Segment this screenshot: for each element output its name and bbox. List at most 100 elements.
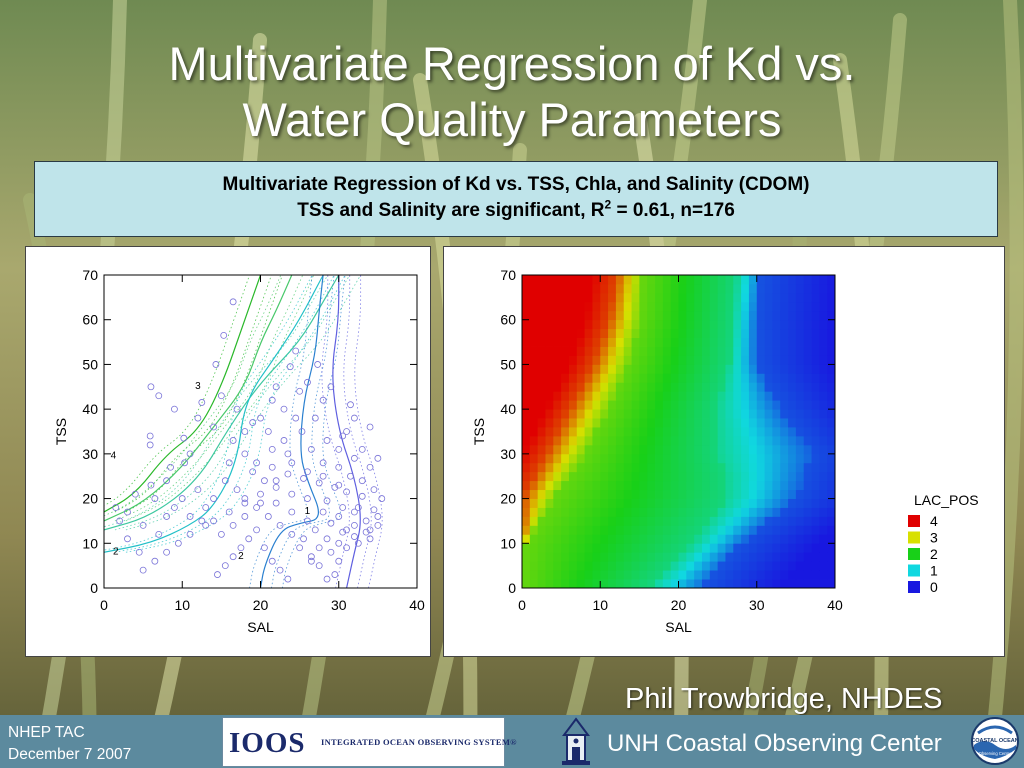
- heatmap-cell: [748, 444, 758, 455]
- heatmap-cell: [748, 543, 758, 553]
- data-point: [354, 504, 362, 511]
- heatmap-cell: [694, 337, 703, 347]
- contour-subline: [343, 275, 372, 588]
- heatmap-cell: [545, 319, 554, 330]
- legend-swatch: [908, 564, 920, 577]
- heatmap-cell: [811, 319, 820, 330]
- heatmap-cell: [584, 328, 593, 338]
- heatmap-cell: [670, 427, 679, 437]
- heatmap-cell: [670, 275, 679, 285]
- ioos-logo: IOOS: [229, 727, 306, 759]
- heatmap-cell: [819, 391, 828, 401]
- heatmap-cell: [639, 507, 648, 517]
- heatmap-cell: [756, 301, 765, 312]
- heatmap-cell: [568, 409, 578, 419]
- heatmap-cell: [748, 534, 758, 544]
- data-point: [272, 483, 280, 491]
- data-point: [358, 445, 366, 453]
- contour-label: 2: [238, 551, 244, 562]
- heatmap-cell: [553, 391, 562, 401]
- heatmap-cell: [576, 570, 585, 580]
- heatmap-cell: [741, 543, 750, 553]
- heatmap-cell: [553, 471, 562, 482]
- heatmap-cell: [709, 337, 719, 347]
- heatmap-cell: [733, 516, 742, 526]
- heatmap-cell: [827, 328, 836, 338]
- heatmap-cell: [764, 328, 773, 338]
- heatmap-cell: [803, 328, 812, 338]
- heatmap-cell: [600, 507, 609, 517]
- heatmap-cell: [811, 301, 820, 312]
- heatmap-cell: [795, 579, 805, 589]
- heatmap-cell: [608, 373, 617, 383]
- data-point: [311, 414, 319, 422]
- heatmap-cell: [678, 552, 687, 562]
- heatmap-cell: [670, 337, 679, 347]
- heatmap-cell: [827, 462, 836, 473]
- heatmap-cell: [733, 310, 742, 321]
- heatmap-cell: [780, 364, 789, 374]
- legend-label: 2: [930, 546, 938, 562]
- data-point: [362, 517, 370, 525]
- heatmap-cell: [709, 525, 719, 535]
- heatmap-cell: [788, 534, 797, 544]
- heatmap-cell: [576, 462, 585, 473]
- heatmap-cell: [803, 516, 812, 526]
- legend-label: 1: [930, 563, 938, 579]
- heatmap-cell: [788, 346, 797, 356]
- heatmap-cell: [553, 409, 562, 419]
- heatmap-cell: [608, 292, 617, 303]
- heatmap-cell: [772, 400, 781, 410]
- y-tick-label: 0: [508, 580, 516, 596]
- heatmap-cell: [780, 480, 789, 491]
- heatmap-cell: [670, 435, 679, 446]
- heatmap-cell: [756, 310, 765, 321]
- heatmap-cell: [678, 310, 687, 321]
- heatmap-cell: [537, 382, 546, 392]
- heatmap-cell: [741, 418, 750, 428]
- heatmap-cell: [639, 427, 648, 437]
- heatmap-cell: [545, 579, 554, 589]
- heatmap-cell: [748, 418, 758, 428]
- heatmap-cell: [827, 579, 836, 589]
- data-point: [280, 437, 288, 444]
- heatmap-cell: [662, 435, 672, 446]
- heatmap-cell: [733, 275, 742, 285]
- heatmap-cell: [647, 400, 656, 410]
- meeting-date: December 7 2007: [8, 746, 132, 763]
- heatmap-cell: [631, 471, 640, 482]
- heatmap-cell: [756, 498, 765, 508]
- data-point: [241, 499, 249, 507]
- heatmap-cell: [647, 543, 656, 553]
- heatmap-cell: [811, 489, 820, 499]
- heatmap-cell: [647, 337, 656, 347]
- heatmap-cell: [788, 364, 797, 374]
- heatmap-cell: [741, 292, 750, 303]
- heatmap-cell: [553, 427, 562, 437]
- data-point: [343, 488, 350, 496]
- heatmap-cell: [827, 561, 836, 571]
- heatmap-cell: [553, 364, 562, 374]
- heatmap-cell: [600, 418, 609, 428]
- heatmap-cell: [772, 275, 781, 285]
- heatmap-cell: [686, 275, 695, 285]
- data-point: [327, 383, 335, 391]
- heatmap-cell: [662, 400, 672, 410]
- heatmap-cell: [678, 489, 687, 499]
- heatmap-cell: [741, 364, 750, 374]
- heatmap-cell: [647, 462, 656, 473]
- heatmap-cell: [600, 328, 609, 338]
- heatmap-cell: [662, 471, 672, 482]
- heatmap-cell: [655, 516, 664, 526]
- heatmap-cell: [647, 373, 656, 383]
- heatmap-cell: [717, 570, 726, 580]
- heatmap-cell: [608, 471, 617, 482]
- data-point: [210, 423, 217, 431]
- heatmap-cell: [529, 310, 539, 321]
- heatmap-cell: [561, 453, 570, 464]
- heatmap-cell: [678, 301, 687, 312]
- heatmap-cell: [655, 480, 664, 491]
- heatmap-cell: [733, 382, 742, 392]
- x-tick-label: 0: [100, 597, 108, 613]
